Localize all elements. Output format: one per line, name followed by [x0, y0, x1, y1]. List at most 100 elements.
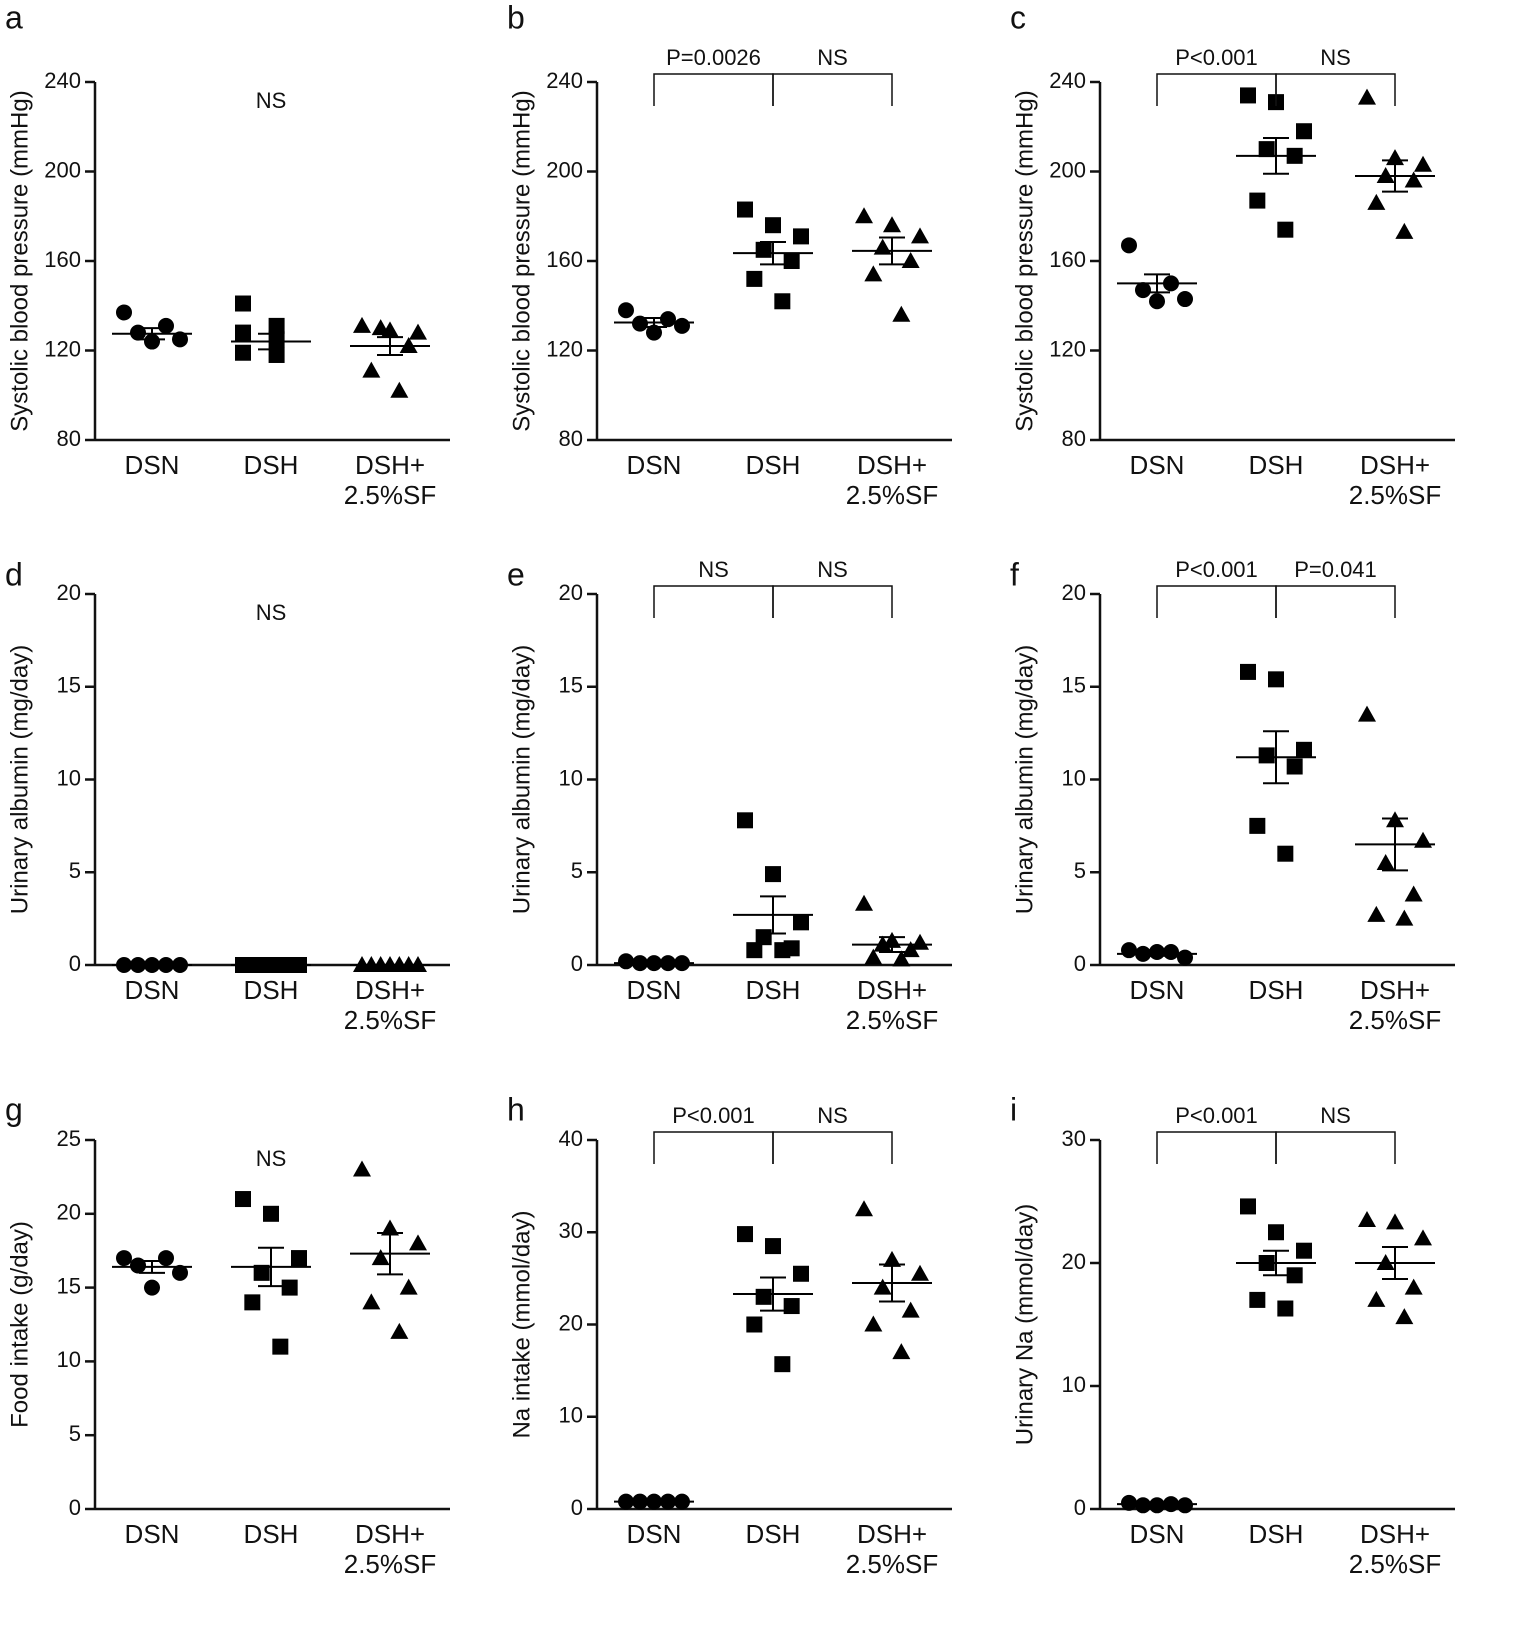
data-point: [1386, 1213, 1404, 1230]
data-point: [892, 950, 911, 967]
panel-label: e: [507, 556, 525, 592]
data-point: [765, 866, 781, 883]
comparison-bracket: [772, 585, 893, 618]
y-tick-label: 30: [1062, 1126, 1086, 1151]
data-point: [235, 324, 251, 341]
data-point: [172, 331, 188, 348]
data-point: [1240, 87, 1256, 104]
data-point: [1414, 1229, 1432, 1246]
data-point: [774, 942, 791, 959]
data-point: [1268, 671, 1284, 688]
y-tick-label: 120: [546, 336, 583, 361]
data-point: [144, 1279, 160, 1296]
data-point: [1296, 1242, 1312, 1259]
data-point: [1177, 291, 1193, 308]
data-point: [409, 1234, 427, 1251]
data-point: [911, 1264, 929, 1281]
data-point: [883, 216, 901, 233]
y-axis-label: Systolic blood pressure (mmHg): [6, 90, 33, 431]
panel-label: i: [1010, 1091, 1017, 1127]
data-point: [1135, 282, 1151, 299]
data-point: [1121, 237, 1137, 254]
y-tick-label: 160: [44, 247, 81, 272]
x-tick-label: DSN: [1129, 1519, 1185, 1549]
x-tick-label: DSH+ 2.5%SF: [343, 975, 437, 1035]
y-tick-label: 80: [559, 426, 583, 451]
y-tick-label: 0: [1074, 1495, 1086, 1520]
y-tick-label: 0: [571, 1495, 583, 1520]
comparison-label: P<0.001: [672, 1103, 755, 1128]
data-point: [1395, 1308, 1414, 1325]
comparison-label: P=0.0026: [666, 45, 761, 70]
data-point: [737, 812, 753, 829]
x-tick-label: DSH: [1248, 975, 1304, 1005]
data-point: [1135, 1497, 1151, 1514]
data-point: [746, 942, 763, 959]
y-tick-label: 0: [69, 951, 81, 976]
data-point: [864, 265, 883, 282]
y-tick-label: 20: [559, 580, 583, 605]
y-tick-label: 200: [44, 157, 81, 182]
data-point: [737, 1226, 753, 1243]
data-point: [353, 1160, 371, 1177]
comparison-bracket: [1156, 73, 1277, 106]
x-tick-label: DSH+ 2.5%SF: [845, 450, 939, 510]
comparison-bracket: [1275, 585, 1396, 618]
data-point: [268, 317, 285, 334]
data-point: [660, 311, 676, 328]
data-point: [235, 295, 251, 312]
x-tick-label: DSH+ 2.5%SF: [845, 975, 939, 1035]
y-tick-label: 240: [44, 68, 81, 93]
y-tick-label: 5: [1074, 858, 1086, 883]
data-point: [381, 1219, 399, 1236]
data-point: [158, 1250, 174, 1267]
data-point: [1258, 141, 1275, 158]
panel-label: a: [5, 0, 23, 35]
panel-label: b: [507, 0, 525, 35]
data-point: [1286, 1267, 1303, 1284]
y-tick-label: 10: [57, 765, 81, 790]
comparison-bracket: [1156, 585, 1277, 618]
x-tick-label: DSH: [243, 975, 299, 1005]
data-point: [1177, 949, 1193, 966]
data-point: [783, 253, 800, 269]
y-axis-label: Urinary albumin (mg/day): [508, 645, 535, 914]
comparison-label: NS: [817, 45, 848, 70]
x-tick-label: DSN: [626, 975, 682, 1005]
data-point: [1395, 909, 1414, 926]
data-point: [1358, 1210, 1376, 1227]
data-point: [892, 305, 911, 322]
data-point: [911, 933, 929, 950]
data-point: [901, 941, 920, 958]
data-point: [873, 1278, 892, 1295]
data-point: [399, 1278, 418, 1295]
data-point: [1367, 1290, 1386, 1307]
annotation: NS: [256, 1146, 287, 1171]
data-point: [793, 1265, 809, 1282]
comparison-label: P<0.001: [1175, 1103, 1258, 1128]
data-point: [618, 302, 634, 319]
data-point: [911, 227, 929, 244]
y-tick-label: 10: [57, 1347, 81, 1372]
data-point: [793, 914, 809, 931]
x-tick-label: DSN: [626, 450, 682, 480]
y-tick-label: 30: [559, 1218, 583, 1243]
comparison-bracket: [772, 1131, 893, 1164]
x-tick-label: DSH+ 2.5%SF: [1348, 1519, 1442, 1579]
y-tick-label: 15: [1062, 673, 1086, 698]
annotation: NS: [256, 600, 287, 625]
data-point: [263, 1205, 279, 1222]
y-tick-label: 5: [69, 1421, 81, 1446]
y-axis-label: Urinary albumin (mg/day): [6, 645, 33, 914]
data-point: [371, 319, 390, 336]
y-tick-label: 15: [57, 673, 81, 698]
data-point: [873, 238, 892, 255]
data-point: [253, 1264, 270, 1281]
data-point: [901, 1301, 920, 1318]
data-point: [864, 1315, 883, 1332]
data-point: [793, 228, 809, 245]
data-point: [1277, 221, 1294, 238]
y-tick-label: 0: [69, 1495, 81, 1520]
y-tick-label: 25: [57, 1126, 81, 1151]
comparison-bracket: [1156, 1131, 1277, 1164]
